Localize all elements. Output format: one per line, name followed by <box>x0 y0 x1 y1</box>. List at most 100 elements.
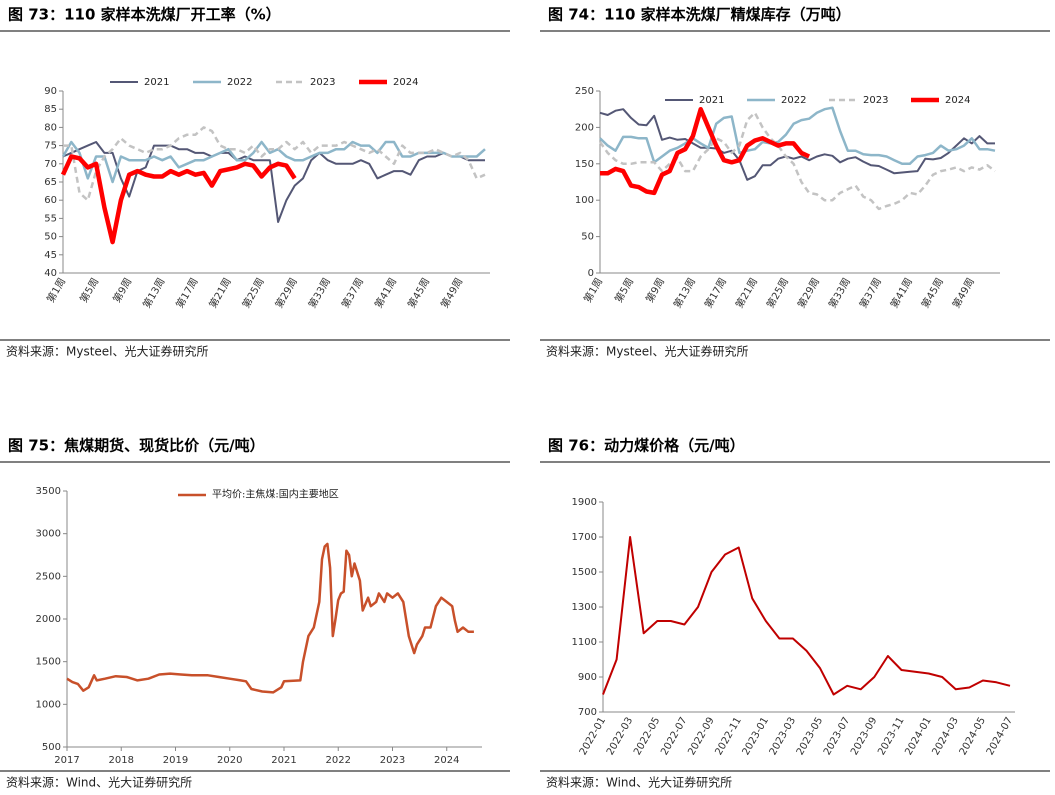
x-tick-label: 第5周 <box>77 276 101 305</box>
y-tick-label: 85 <box>44 104 57 115</box>
x-tick-label: 第13周 <box>140 276 168 311</box>
x-tick-label: 第1周 <box>581 276 605 305</box>
x-tick-label: 2022 <box>326 755 351 766</box>
y-tick-label: 500 <box>42 742 61 753</box>
y-tick-label: 1900 <box>572 497 597 508</box>
y-tick-label: 1500 <box>36 657 61 668</box>
x-tick-label: 2024-05 <box>958 716 988 758</box>
chart-title: 图 73：110 家样本洗煤厂开工率（%） <box>8 6 281 24</box>
y-tick-label: 250 <box>575 86 594 97</box>
chart-title: 图 76：动力煤价格（元/吨） <box>548 437 745 455</box>
chart-title: 图 74：110 家样本洗煤厂精煤库存（万吨） <box>548 6 851 24</box>
series-line <box>599 108 995 181</box>
legend-label: 2021 <box>144 77 169 88</box>
x-tick-label: 第21周 <box>206 276 234 311</box>
y-tick-label: 50 <box>581 232 594 243</box>
x-tick-label: 第17周 <box>701 276 729 311</box>
y-tick-label: 150 <box>575 159 594 170</box>
source: 资料来源：Mysteel、光大证券研究所 <box>6 344 209 359</box>
y-tick-label: 1300 <box>572 602 597 613</box>
x-tick-label: 第41周 <box>372 276 400 311</box>
y-tick-label: 3500 <box>36 486 61 497</box>
series-line <box>602 536 1011 696</box>
source: 资料来源：Mysteel、光大证券研究所 <box>546 344 749 359</box>
y-tick-label: 3000 <box>36 529 61 540</box>
x-tick-label: 第9周 <box>110 276 134 305</box>
x-tick-label: 2022-09 <box>686 716 716 758</box>
legend-label: 2024 <box>945 95 970 106</box>
y-tick-label: 0 <box>588 268 594 279</box>
y-tick-label: 55 <box>44 213 57 224</box>
legend-label: 2023 <box>863 95 888 106</box>
x-tick-label: 第25周 <box>763 276 791 311</box>
y-tick-label: 60 <box>44 195 57 206</box>
y-tick-label: 90 <box>44 86 57 97</box>
legend-label: 2022 <box>227 77 252 88</box>
x-tick-label: 第37周 <box>856 276 884 311</box>
legend-label: 2021 <box>699 95 724 106</box>
x-tick-label: 2022-03 <box>605 716 635 758</box>
y-tick-label: 1500 <box>572 567 597 578</box>
x-tick-label: 2024-01 <box>903 716 933 758</box>
x-tick-label: 2022-01 <box>578 716 608 758</box>
series-line <box>60 154 297 245</box>
source: 资料来源：Wind、光大证券研究所 <box>6 775 192 790</box>
y-tick-label: 75 <box>44 141 57 152</box>
x-tick-label: 2024-07 <box>985 716 1015 758</box>
source: 资料来源：Wind、光大证券研究所 <box>546 775 732 790</box>
x-tick-label: 2022-05 <box>632 716 662 758</box>
x-tick-label: 第29周 <box>272 276 300 311</box>
x-tick-label: 第29周 <box>794 276 822 311</box>
x-tick-label: 2024 <box>434 755 459 766</box>
series-line <box>599 106 996 166</box>
x-tick-label: 2023-09 <box>849 716 879 758</box>
x-tick-label: 第21周 <box>732 276 760 311</box>
y-tick-label: 200 <box>575 122 594 133</box>
y-tick-label: 65 <box>44 177 57 188</box>
legend-label: 2024 <box>393 77 418 88</box>
y-tick-label: 45 <box>44 250 57 261</box>
x-tick-label: 2024-03 <box>931 716 961 758</box>
x-tick-label: 2022-11 <box>713 716 743 758</box>
x-tick-label: 2018 <box>109 755 134 766</box>
y-tick-label: 2500 <box>36 571 61 582</box>
x-tick-label: 第45周 <box>918 276 946 311</box>
y-tick-label: 700 <box>578 707 597 718</box>
y-tick-label: 100 <box>575 195 594 206</box>
series-line <box>63 126 486 202</box>
y-tick-label: 900 <box>578 672 597 683</box>
x-tick-label: 第25周 <box>239 276 267 311</box>
y-tick-label: 80 <box>44 122 57 133</box>
series-line <box>598 111 996 211</box>
x-tick-label: 第45周 <box>405 276 433 311</box>
y-tick-label: 1700 <box>572 532 597 543</box>
x-tick-label: 2019 <box>163 755 188 766</box>
x-tick-label: 第5周 <box>612 276 636 305</box>
x-tick-label: 第13周 <box>671 276 699 311</box>
x-tick-label: 第49周 <box>438 276 466 311</box>
x-tick-label: 第49周 <box>949 276 977 311</box>
x-tick-label: 第17周 <box>173 276 201 311</box>
x-tick-label: 2023-03 <box>768 716 798 758</box>
x-tick-label: 2023 <box>380 755 405 766</box>
x-tick-label: 第1周 <box>44 276 68 305</box>
series-line <box>62 141 485 223</box>
series-line <box>61 140 486 184</box>
x-tick-label: 第33周 <box>825 276 853 311</box>
x-tick-label: 2023-01 <box>741 716 771 758</box>
series-line <box>600 106 811 196</box>
legend-label: 2022 <box>781 95 806 106</box>
series-line <box>66 542 474 694</box>
y-tick-label: 2000 <box>36 614 61 625</box>
y-tick-label: 1100 <box>572 637 597 648</box>
x-tick-label: 2022-07 <box>659 716 689 758</box>
y-tick-label: 70 <box>44 159 57 170</box>
x-tick-label: 第9周 <box>643 276 667 305</box>
x-tick-label: 2023-11 <box>876 716 906 758</box>
x-tick-label: 2020 <box>217 755 242 766</box>
legend-label: 平均价:主焦煤:国内主要地区 <box>212 488 339 501</box>
x-tick-label: 第41周 <box>887 276 915 311</box>
x-tick-label: 第33周 <box>305 276 333 311</box>
x-tick-label: 2023-05 <box>795 716 825 758</box>
